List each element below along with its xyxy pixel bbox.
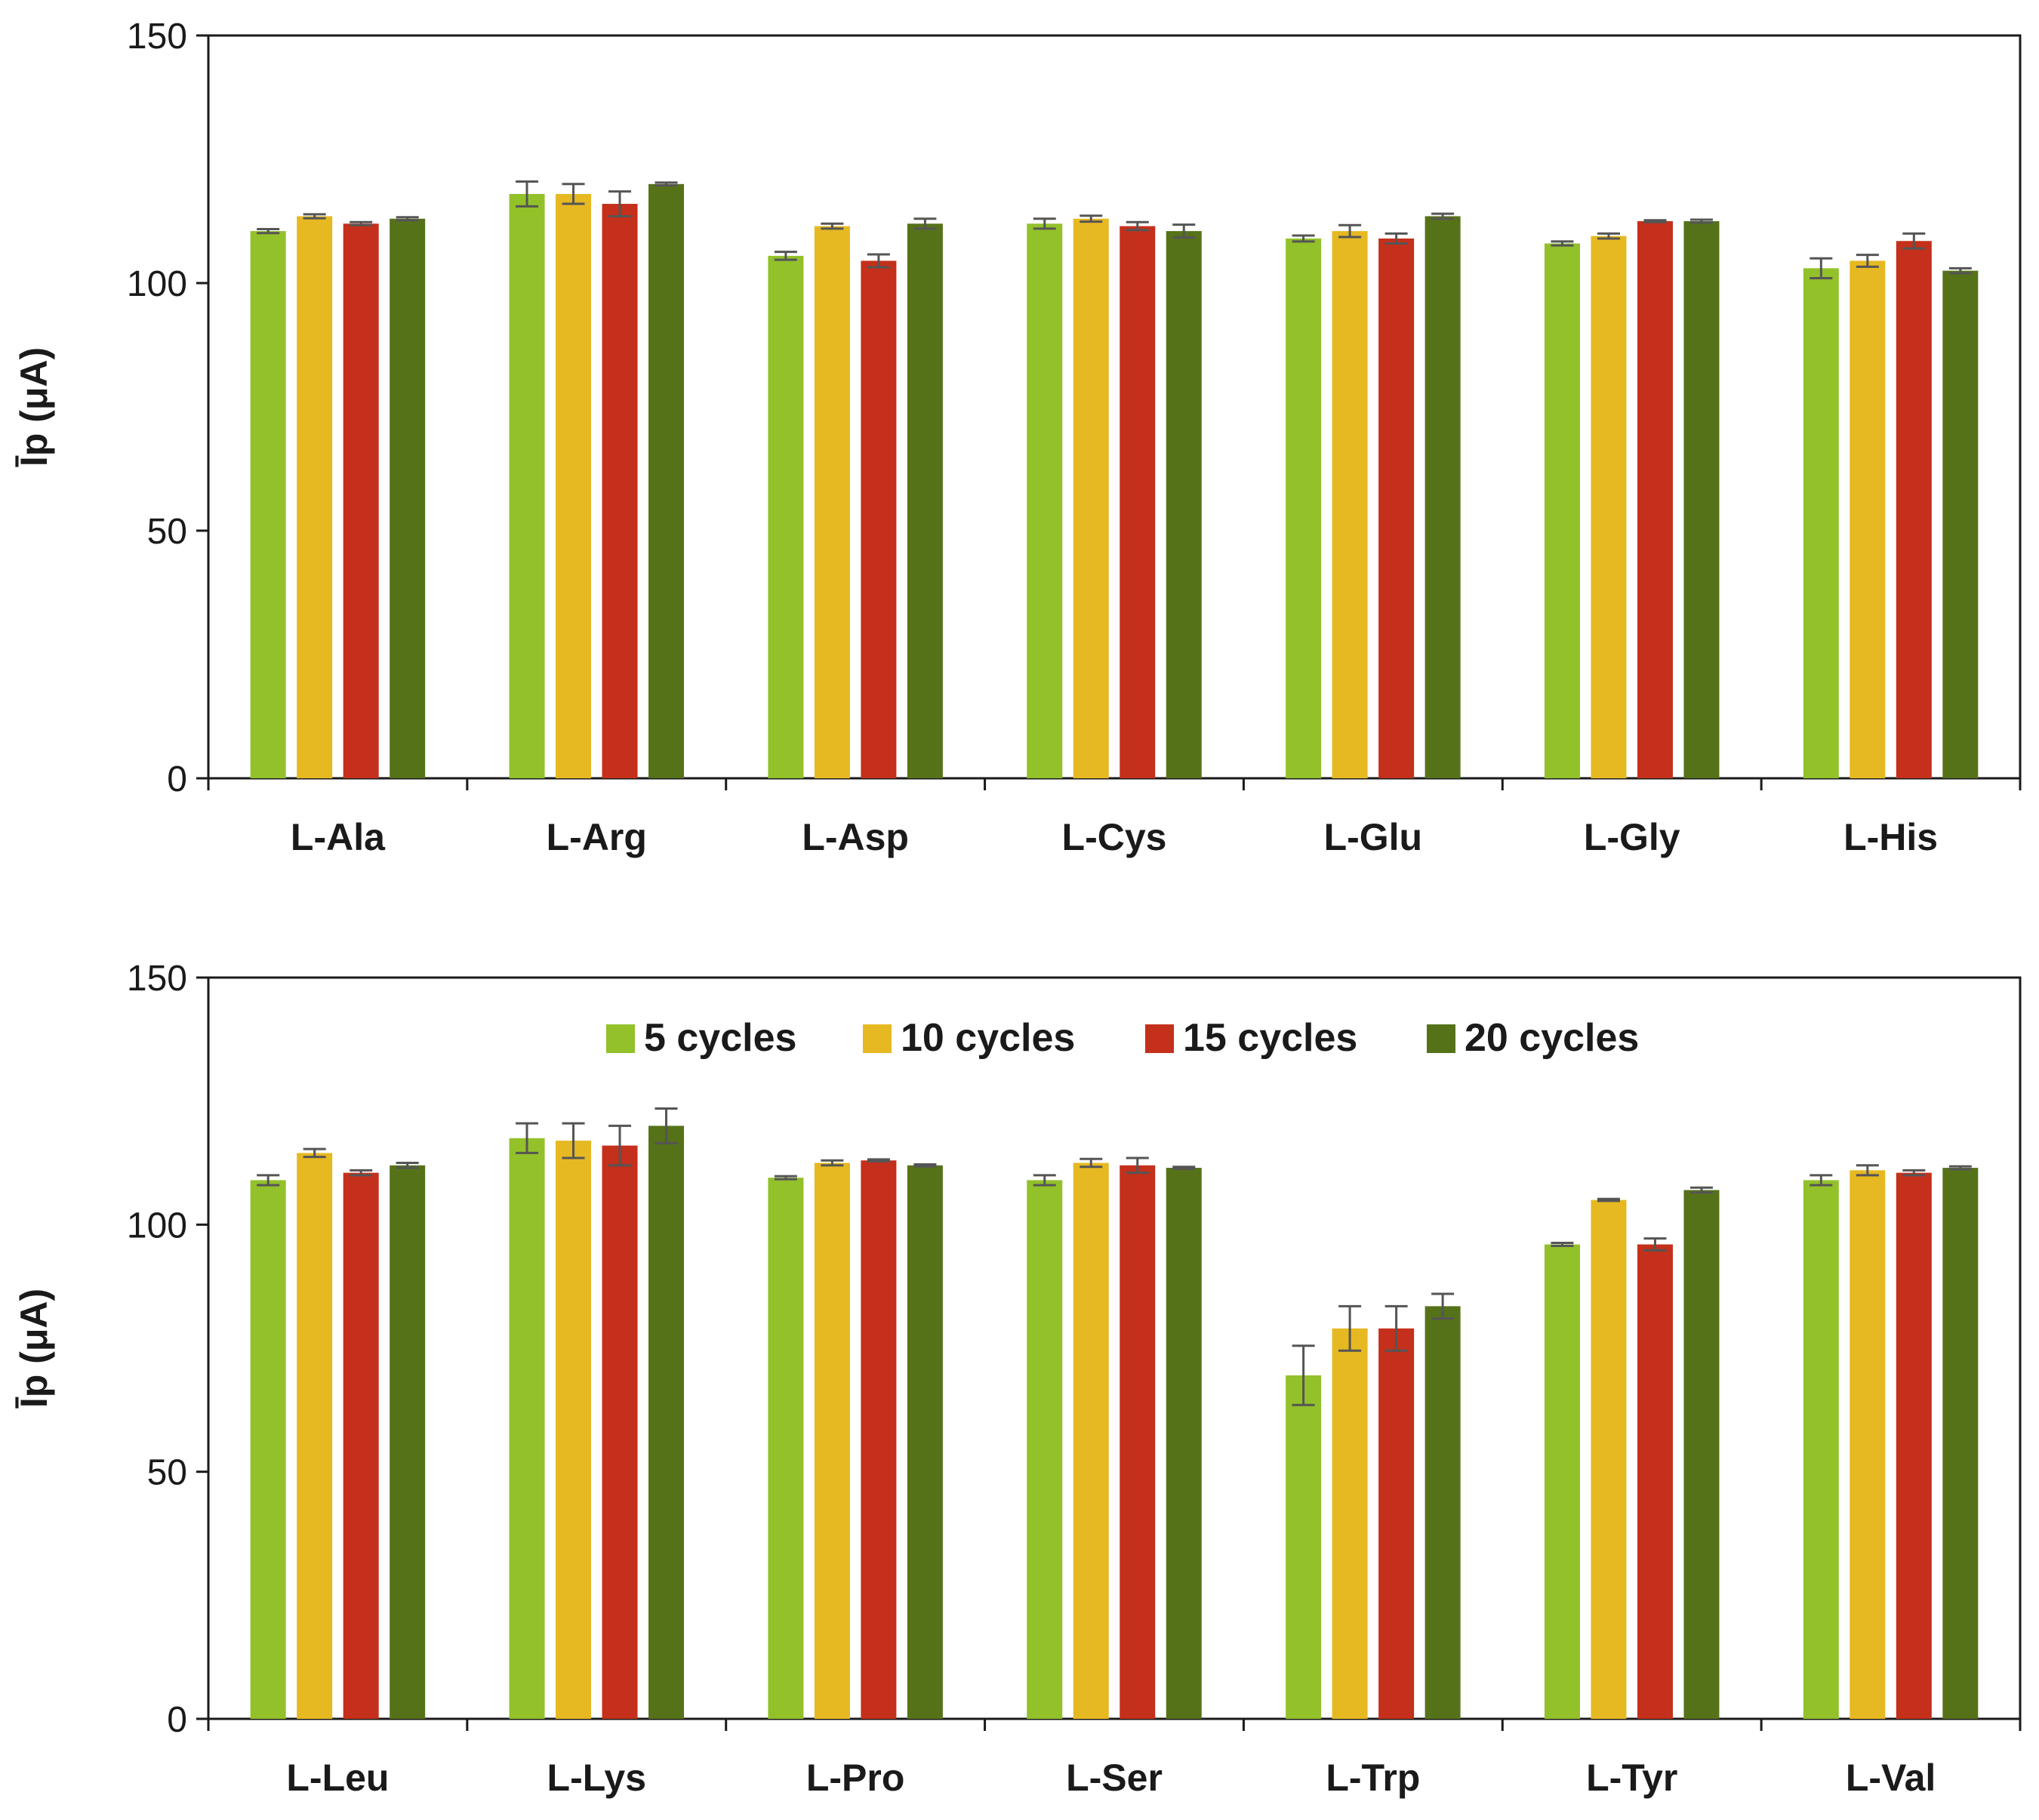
bar-l-asp-5-cycles [768,255,804,778]
category-label: L-Lys [547,1757,647,1799]
category-label: L-Trp [1326,1757,1420,1799]
y-tick-label: 50 [147,512,187,552]
bar-l-glu-15-cycles [1378,238,1415,779]
y-tick-label: 150 [127,17,187,57]
bar-l-glu-20-cycles [1425,216,1461,778]
legend-swatch [863,1024,892,1053]
bar-l-lys-10-cycles [556,1141,592,1719]
y-axis-label: Īp (μA) [13,1289,55,1409]
category-label: L-Glu [1324,816,1423,858]
category-label: L-Tyr [1586,1757,1677,1799]
legend-swatch [1145,1024,1174,1053]
category-label: L-Ala [291,816,386,858]
y-tick-label: 150 [127,959,187,999]
legend-item-label: 5 cycles [644,1016,796,1060]
bar-l-ala-5-cycles [250,231,286,778]
y-tick-label: 0 [167,759,187,799]
plot-frame [207,976,2022,1720]
bar-l-cys-15-cycles [1120,226,1156,778]
bar-l-lys-20-cycles [648,1126,685,1719]
bar-l-ala-20-cycles [390,218,426,779]
chart-panel-2: 0 50 100 150 Īp (μA) L-Leu L-Lys L-Pro L-Ser L-Tr… [13,959,2022,1799]
category-label: L-Ser [1066,1757,1163,1799]
bar-l-val-5-cycles [1803,1180,1839,1719]
bar-l-glu-5-cycles [1286,238,1322,779]
category-label: L-His [1843,816,1938,858]
bar-l-trp-20-cycles [1425,1306,1461,1719]
category-label: L-Asp [802,816,909,858]
bar-l-lys-15-cycles [602,1145,638,1719]
category-label: L-Pro [806,1757,905,1799]
bar-l-pro-15-cycles [861,1160,897,1719]
bar-l-ala-15-cycles [343,223,379,778]
bar-l-cys-5-cycles [1027,223,1063,778]
bar-l-cys-10-cycles [1073,218,1109,779]
bar-l-tyr-10-cycles [1591,1199,1627,1719]
bar-l-arg-15-cycles [602,204,638,778]
legend-item-label: 15 cycles [1183,1016,1357,1060]
y-tick-label: 0 [167,1700,187,1740]
bar-l-tyr-20-cycles [1683,1190,1720,1719]
legend: 5 cycles 10 cycles 15 cycles 20 cycles [606,1016,1639,1060]
legend-item-label: 10 cycles [901,1016,1075,1060]
bar-l-his-10-cycles [1850,260,1886,779]
bar-l-tyr-5-cycles [1544,1244,1580,1719]
bar-l-arg-10-cycles [556,193,592,778]
bar-l-val-15-cycles [1896,1172,1932,1719]
legend-swatch [1427,1024,1455,1053]
chart-panel-1: 0 50 100 150 Īp (μA) L-Ala L-Arg L-Asp L-Cys L-Gl… [13,17,2022,858]
y-tick-label: 100 [127,1206,187,1246]
bar-l-asp-15-cycles [861,260,897,779]
category-label: L-Val [1846,1757,1936,1799]
bar-l-lys-5-cycles [509,1138,545,1719]
bar-l-gly-20-cycles [1683,221,1720,778]
bar-l-leu-20-cycles [390,1165,426,1719]
bar-l-his-5-cycles [1803,268,1839,778]
category-label: L-Arg [547,816,647,858]
bar-l-trp-5-cycles [1286,1375,1322,1719]
bar-l-pro-5-cycles [768,1178,804,1719]
bar-l-pro-10-cycles [814,1163,850,1719]
bar-l-arg-5-cycles [509,193,545,778]
bar-l-ser-15-cycles [1120,1165,1156,1719]
bar-l-ser-5-cycles [1027,1180,1063,1719]
bar-l-val-20-cycles [1942,1168,1979,1719]
bar-l-trp-15-cycles [1378,1328,1415,1719]
bar-l-pro-20-cycles [907,1165,943,1719]
bar-l-gly-10-cycles [1591,236,1627,778]
y-tick-label: 50 [147,1453,187,1493]
bar-l-gly-15-cycles [1637,221,1673,778]
legend-item-label: 20 cycles [1465,1016,1639,1060]
category-label: L-Cys [1062,816,1167,858]
bar-l-ser-20-cycles [1166,1168,1202,1719]
plot-frame [207,34,2022,780]
bar-l-trp-10-cycles [1332,1328,1368,1719]
category-label: L-Leu [286,1757,389,1799]
bar-l-tyr-15-cycles [1637,1244,1673,1719]
bar-l-cys-20-cycles [1166,231,1202,778]
bar-l-val-10-cycles [1850,1170,1886,1719]
bar-l-leu-5-cycles [250,1180,286,1719]
bar-l-his-15-cycles [1896,241,1932,778]
bar-l-arg-20-cycles [648,183,685,779]
category-label: L-Gly [1584,816,1680,858]
bar-l-leu-10-cycles [297,1153,333,1719]
bar-l-glu-10-cycles [1332,231,1368,778]
legend-swatch [606,1024,635,1053]
bar-l-gly-5-cycles [1544,243,1580,778]
bar-l-asp-20-cycles [907,223,943,778]
bar-l-ala-10-cycles [297,216,333,778]
bar-l-asp-10-cycles [814,226,850,778]
bar-l-leu-15-cycles [343,1172,379,1719]
y-tick-label: 100 [127,264,187,304]
bar-l-his-20-cycles [1942,270,1979,779]
y-axis-label: Īp (μA) [13,347,55,467]
bar-l-ser-10-cycles [1073,1163,1109,1719]
